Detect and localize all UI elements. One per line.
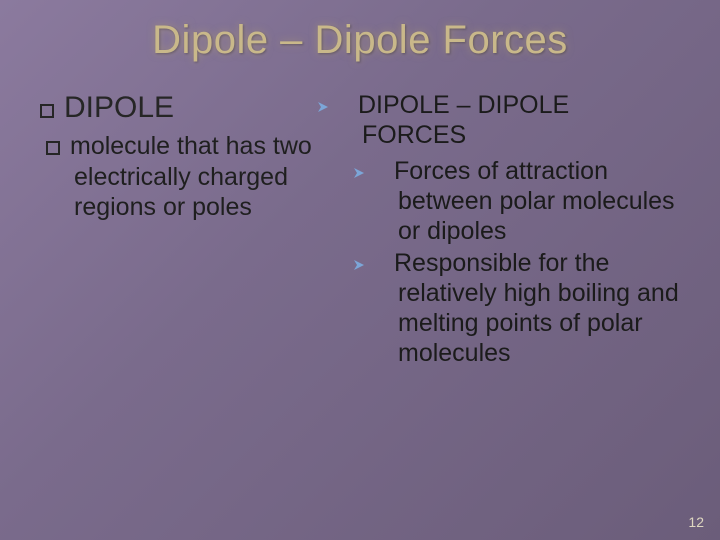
arrow-bullet-icon (376, 156, 394, 186)
square-bullet-icon (46, 141, 60, 155)
left-definition-text: molecule that has two electrically charg… (70, 132, 312, 221)
left-column: DIPOLE molecule that has two electricall… (40, 91, 320, 370)
arrow-bullet-icon (376, 248, 394, 278)
left-heading: DIPOLE (40, 91, 320, 125)
left-definition: molecule that has two electrically charg… (40, 131, 320, 223)
right-heading: DIPOLE – DIPOLE FORCES (340, 91, 680, 150)
right-point-text: Responsible for the relatively high boil… (394, 249, 679, 367)
right-heading-text: DIPOLE – DIPOLE FORCES (358, 91, 569, 149)
right-point: Forces of attraction between polar molec… (340, 156, 680, 246)
arrow-bullet-icon (340, 91, 358, 121)
left-heading-text: DIPOLE (64, 91, 174, 124)
slide: Dipole – Dipole Forces DIPOLE molecule t… (0, 0, 720, 540)
right-column: DIPOLE – DIPOLE FORCES Forces of attract… (340, 91, 680, 370)
right-point: Responsible for the relatively high boil… (340, 248, 680, 368)
content-columns: DIPOLE molecule that has two electricall… (40, 91, 680, 370)
slide-title: Dipole – Dipole Forces (40, 18, 680, 63)
square-bullet-icon (40, 104, 54, 118)
right-point-text: Forces of attraction between polar molec… (394, 157, 675, 245)
page-number: 12 (688, 514, 704, 530)
